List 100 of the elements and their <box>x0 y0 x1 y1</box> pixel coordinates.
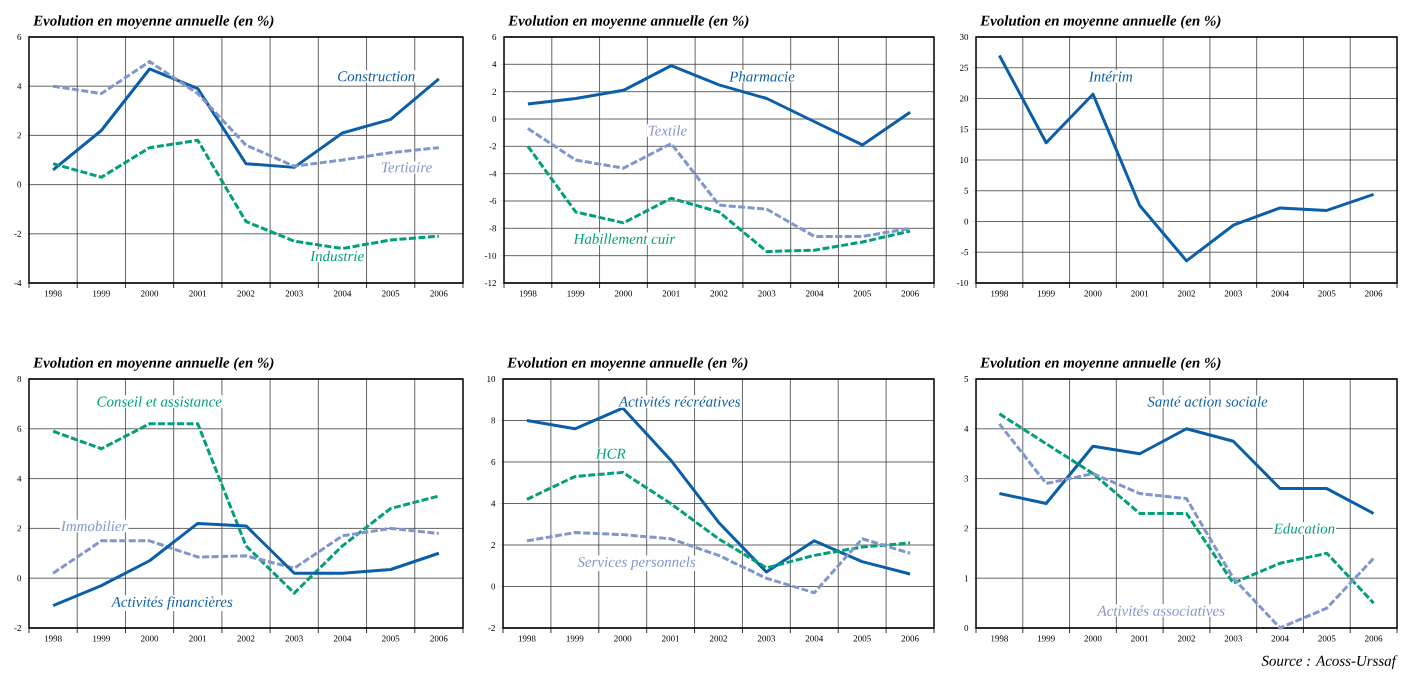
x-tick-label: 1999 <box>93 290 110 297</box>
line-series <box>997 412 1376 605</box>
y-tick-label: 2 <box>492 88 496 95</box>
y-tick-label: 5 <box>964 187 969 194</box>
series-label: Habillement cuir <box>573 233 676 244</box>
series-label: Conseil et assistance <box>97 396 222 407</box>
y-tick-label: -10 <box>484 252 497 259</box>
x-tick-label: 1998 <box>991 290 1009 297</box>
x-tick-label: 2005 <box>382 635 400 642</box>
y-tick-label: -4 <box>489 170 497 177</box>
y-tick-label: 0 <box>17 181 22 188</box>
x-tick-label: 1998 <box>44 290 62 297</box>
line-series <box>525 531 912 595</box>
x-tick-label: 2003 <box>1224 635 1242 642</box>
y-tick-label: -2 <box>14 625 21 631</box>
x-tick-label: 1998 <box>44 635 62 642</box>
line-series <box>525 406 912 576</box>
x-tick-label: 2005 <box>853 635 871 642</box>
chart-title: Evolution en moyenne annuelle (en %) <box>33 15 274 29</box>
series-label: Immobilier <box>60 520 128 532</box>
series-label: Activités récréatives <box>618 396 741 407</box>
y-tick-label: 10 <box>960 156 969 164</box>
x-tick-label: 1998 <box>519 290 537 297</box>
x-tick-label: 2001 <box>189 290 207 297</box>
y-tick-label: 2 <box>964 525 968 532</box>
x-tick-label: 1998 <box>518 635 536 642</box>
line-series <box>51 138 441 251</box>
y-tick-label: 5 <box>964 376 969 382</box>
x-tick-label: 2006 <box>430 290 448 297</box>
series-label: Pharmacie <box>729 71 795 82</box>
y-tick-label: 0 <box>491 583 496 590</box>
series-label: HCR <box>595 448 626 459</box>
y-tick-label: 0 <box>492 115 497 123</box>
x-tick-label: 2005 <box>382 290 400 297</box>
x-tick-label: 2002 <box>237 290 255 297</box>
x-tick-label: 2003 <box>285 290 303 297</box>
y-tick-label: -2 <box>14 230 21 237</box>
series-label: Industrie <box>310 250 364 262</box>
x-tick-label: 2004 <box>805 290 824 297</box>
series-label: Services personnels <box>577 556 696 571</box>
x-tick-label: 2003 <box>758 290 776 297</box>
y-tick-label: 6 <box>17 33 22 41</box>
x-tick-label: 2004 <box>1271 635 1289 642</box>
x-tick-label: 2001 <box>1131 635 1149 642</box>
x-tick-label: 2004 <box>333 290 352 297</box>
x-tick-label: 1999 <box>566 635 584 642</box>
y-tick-label: -12 <box>484 280 496 286</box>
y-tick-label: 0 <box>17 575 22 582</box>
x-tick-label: 2000 <box>140 635 159 642</box>
y-tick-label: 4 <box>492 61 497 68</box>
x-tick-label: 2002 <box>710 290 728 297</box>
line-series <box>51 521 441 608</box>
x-tick-label: 2002 <box>1177 635 1195 642</box>
x-tick-label: 2000 <box>614 635 632 642</box>
x-tick-label: 2000 <box>1084 635 1102 642</box>
x-tick-label: 2000 <box>140 290 159 297</box>
x-tick-label: 2005 <box>853 290 871 297</box>
source-note: Source : Acoss-Urssaf <box>1261 655 1398 669</box>
x-tick-label: 2003 <box>757 635 776 642</box>
series-label: Intérim <box>1088 71 1133 82</box>
y-tick-label: -4 <box>14 280 22 286</box>
text: Santé action sociale <box>1147 396 1268 407</box>
series-label: Construction <box>338 71 415 82</box>
y-tick-label: 30 <box>959 33 969 41</box>
x-tick-label: 2000 <box>614 290 633 297</box>
y-tick-label: 15 <box>960 126 969 133</box>
y-tick-label: 6 <box>492 33 497 41</box>
line-series <box>526 64 912 147</box>
series-label: Activités financières <box>110 596 233 610</box>
x-tick-label: 2006 <box>901 635 919 642</box>
x-tick-label: 1999 <box>1037 635 1055 642</box>
x-tick-label: 2001 <box>662 635 680 642</box>
y-tick-label: -2 <box>488 625 495 631</box>
y-tick-label: -5 <box>961 249 969 256</box>
series-label: Activités associatives <box>1096 605 1225 616</box>
x-tick-label: 2005 <box>1318 290 1336 297</box>
chart-title: Evolution en moyenne annuelle (en %) <box>33 357 274 371</box>
x-tick-label: 1999 <box>567 290 585 297</box>
line-series <box>526 144 912 254</box>
line-series <box>997 53 1376 263</box>
x-tick-label: 1998 <box>991 635 1009 642</box>
y-tick-label: 25 <box>959 64 969 71</box>
x-tick-label: 1999 <box>93 635 110 642</box>
y-tick-label: 2 <box>491 542 495 548</box>
x-tick-label: 2002 <box>1177 290 1195 297</box>
y-tick-label: 2 <box>17 132 21 139</box>
series-label: Textile <box>648 125 687 136</box>
x-tick-label: 2006 <box>901 290 919 297</box>
x-tick-label: 2003 <box>285 635 303 642</box>
x-tick-label: 2005 <box>1318 635 1336 642</box>
y-tick-label: -6 <box>489 197 497 205</box>
x-tick-label: 2004 <box>333 635 352 642</box>
x-tick-label: 2001 <box>662 290 680 297</box>
x-tick-label: 2001 <box>1131 290 1149 297</box>
x-tick-label: 2006 <box>430 635 448 642</box>
y-tick-label: 8 <box>491 417 496 424</box>
y-tick-label: -8 <box>489 225 497 232</box>
x-tick-label: 2006 <box>1365 290 1383 297</box>
y-tick-label: 6 <box>491 458 496 466</box>
line-series <box>51 422 441 595</box>
